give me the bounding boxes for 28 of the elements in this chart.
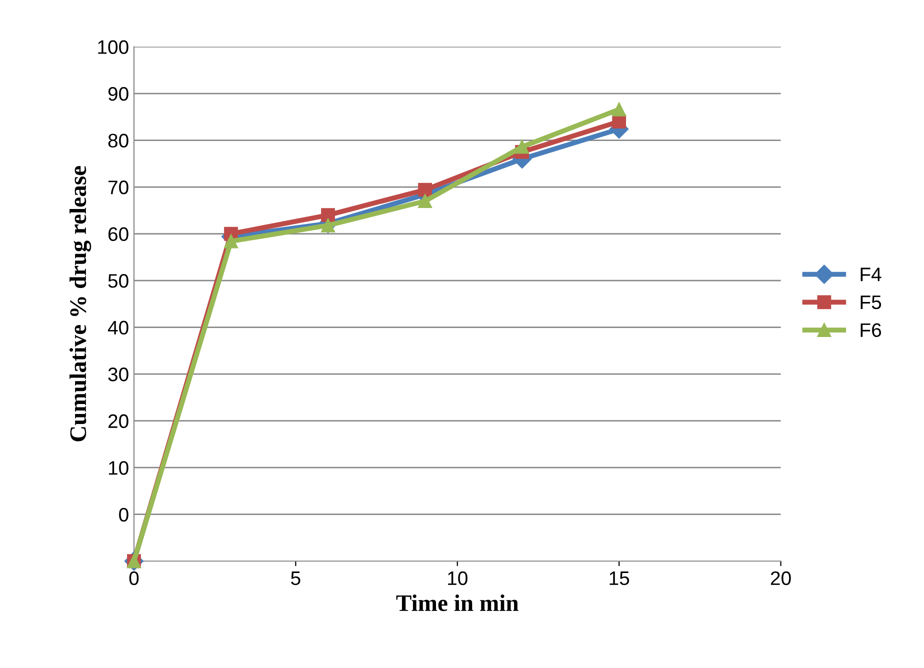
- x-tick-label: 0: [129, 571, 139, 586]
- y-tick-label: 40: [108, 320, 128, 335]
- legend-label: F4: [860, 268, 882, 282]
- x-tick-label: 5: [291, 572, 300, 586]
- point: [418, 194, 432, 208]
- y-tick-label: 30: [108, 368, 128, 382]
- point: [224, 234, 238, 248]
- point: [612, 102, 626, 116]
- y-tick-label: 80: [108, 134, 128, 148]
- x-tick-label: 15: [610, 572, 630, 586]
- y-tick-label: 10: [108, 461, 128, 475]
- point: [321, 218, 335, 232]
- point: [321, 208, 335, 222]
- legend-label: F5: [860, 296, 882, 310]
- point: [515, 140, 530, 154]
- y-tick-label: 60: [108, 227, 128, 242]
- point: [418, 182, 432, 197]
- x-tick-label: 10: [448, 571, 468, 586]
- y-tick-label: 50: [108, 274, 128, 288]
- x-tick-label: 20: [770, 571, 791, 586]
- x-axis-title: Time in min: [396, 594, 518, 612]
- y-tick-label: 90: [108, 86, 128, 101]
- y-tick-label: 20: [108, 414, 128, 428]
- y-tick-label: 0: [119, 508, 128, 522]
- y-tick-label: 100: [98, 40, 128, 54]
- y-tick-label: 70: [108, 180, 128, 194]
- legend-label: F6: [860, 323, 882, 338]
- y-axis-title: Cumulative % drug release: [70, 166, 92, 442]
